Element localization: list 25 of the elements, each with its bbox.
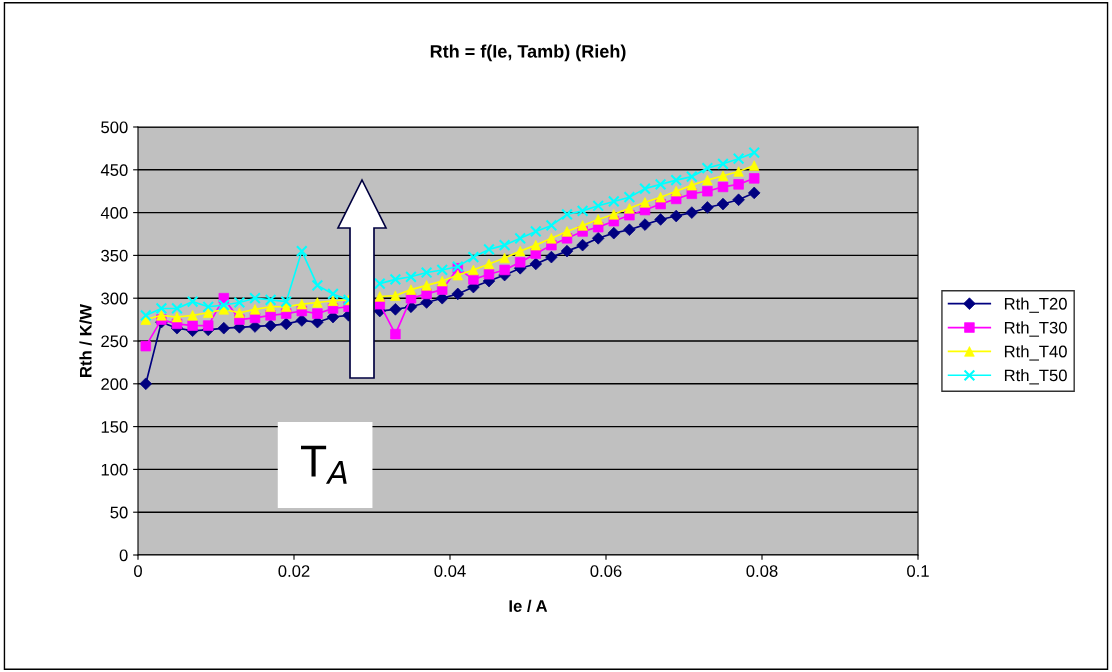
y-tick-label: 150 bbox=[101, 421, 128, 433]
y-tick-label: 300 bbox=[101, 292, 128, 305]
y-tick-label: 100 bbox=[101, 463, 128, 476]
legend-label: Rth_T30 bbox=[1004, 321, 1067, 337]
y-tick-label: 250 bbox=[101, 335, 128, 348]
x-tick-label: 0.02 bbox=[278, 565, 310, 577]
y-axis-title: Rth / K/W bbox=[79, 303, 92, 377]
y-tick-label: 0 bbox=[119, 549, 128, 562]
y-tick-label: 500 bbox=[101, 121, 128, 134]
x-tick-label: 0.04 bbox=[434, 565, 466, 577]
x-axis-title: Ie / A bbox=[509, 599, 548, 613]
chart-title: Rth = f(Ie, Tamb) (Rieh) bbox=[430, 44, 626, 62]
x-tick-label: 0.06 bbox=[590, 565, 622, 577]
legend-label: Rth_T50 bbox=[1004, 369, 1067, 385]
annotation: T$_{A}$ bbox=[301, 445, 347, 484]
x-tick-label: 0.08 bbox=[746, 565, 778, 577]
legend-label: Rth_T20 bbox=[1004, 297, 1067, 313]
y-tick-label: 400 bbox=[100, 207, 128, 219]
y-tick-label: 450 bbox=[100, 164, 128, 176]
y-tick-label: 200 bbox=[101, 378, 128, 390]
x-tick-label: 0 bbox=[134, 565, 142, 577]
y-tick-label: 350 bbox=[101, 249, 128, 262]
y-tick-label: 50 bbox=[110, 506, 128, 519]
x-tick-label: 0.1 bbox=[907, 565, 929, 577]
legend-label: Rth_T40 bbox=[1004, 345, 1067, 361]
